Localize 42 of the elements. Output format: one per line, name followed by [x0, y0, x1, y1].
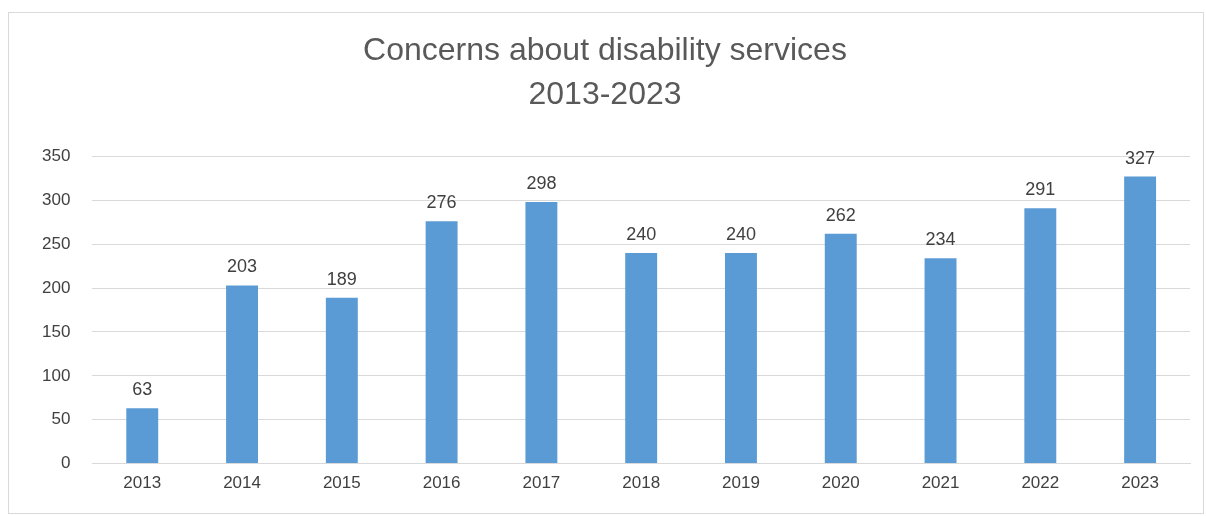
data-label: 291 [1025, 179, 1056, 200]
x-tick-label: 2023 [1121, 473, 1160, 493]
data-label: 240 [626, 223, 657, 244]
y-tick-label: 300 [41, 189, 71, 209]
data-label: 234 [925, 229, 956, 250]
data-label: 276 [426, 192, 457, 213]
x-tick-label: 2017 [522, 473, 561, 493]
bar [725, 252, 757, 464]
y-tick-label: 100 [41, 365, 71, 385]
y-tick-label: 50 [51, 409, 71, 429]
bar [226, 285, 259, 464]
bar [924, 258, 957, 464]
x-tick-label: 2013 [123, 473, 162, 493]
x-tick-label: 2021 [921, 473, 960, 493]
bar [325, 297, 358, 464]
bar [824, 233, 857, 464]
data-label: 298 [526, 173, 557, 194]
bar [525, 202, 558, 464]
data-label: 63 [132, 379, 153, 400]
y-tick-label: 200 [41, 277, 71, 297]
x-tick-label: 2020 [821, 473, 860, 493]
x-tick-label: 2019 [722, 473, 760, 493]
data-label: 327 [1125, 147, 1156, 168]
y-tick-label: 350 [41, 146, 71, 166]
x-tick-label: 2015 [322, 473, 361, 493]
data-label: 203 [227, 256, 258, 277]
x-tick-label: 2014 [223, 473, 261, 493]
x-tick-label: 2022 [1021, 473, 1060, 493]
bar [425, 221, 458, 464]
bar [1124, 176, 1157, 464]
chart-title: Concerns about disability services 2013-2023 [363, 31, 847, 111]
bar [625, 252, 658, 464]
data-label: 240 [725, 223, 756, 244]
data-label: 189 [326, 268, 357, 289]
bar [1024, 208, 1057, 464]
bar [126, 408, 159, 464]
y-tick-label: 250 [41, 233, 71, 253]
x-tick-label: 2018 [622, 473, 661, 493]
data-label: 262 [825, 204, 856, 225]
y-tick-label: 0 [60, 453, 71, 473]
x-tick-label: 2016 [422, 473, 461, 493]
y-tick-label: 150 [41, 321, 71, 341]
